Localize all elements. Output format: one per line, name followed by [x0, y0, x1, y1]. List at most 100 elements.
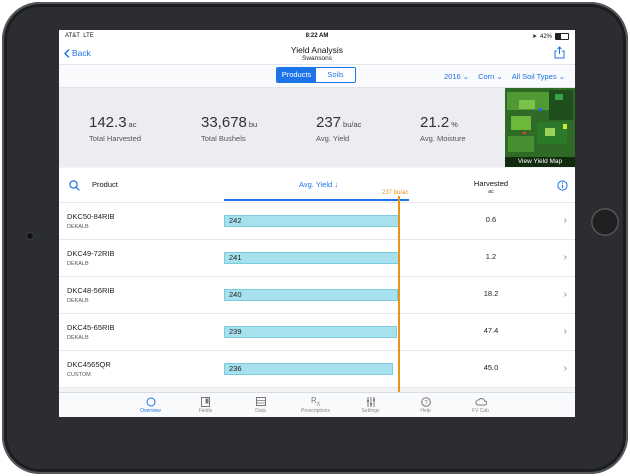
- share-icon: [554, 46, 565, 59]
- column-harvested-unit: ac: [488, 189, 494, 195]
- chevron-left-icon: [64, 48, 70, 58]
- segment-soils[interactable]: Soils: [316, 68, 355, 82]
- stat-unit: %: [451, 120, 458, 129]
- stat-label: Total Bushels: [201, 134, 246, 143]
- tab-help[interactable]: ? Help: [398, 393, 453, 417]
- chevron-right-icon: ›: [563, 252, 567, 263]
- yield-map-image: [505, 88, 575, 167]
- circle-icon: [123, 395, 178, 408]
- search-button[interactable]: [69, 178, 80, 196]
- column-harvested: Harvested: [473, 179, 509, 188]
- stat-label: Total Harvested: [89, 134, 142, 143]
- info-button[interactable]: [557, 178, 568, 196]
- product-name: DKC50-84RIB: [67, 212, 115, 221]
- tab-label: Settings: [361, 408, 380, 414]
- product-name: DKC49-72RIB: [67, 249, 115, 258]
- chevron-right-icon: ›: [563, 289, 567, 300]
- filter-dropdowns: 2016 ⌄ Corn ⌄ All Soil Types ⌄: [444, 72, 565, 81]
- crop-value: Corn: [478, 72, 495, 81]
- column-avg-yield-label: Avg. Yield: [299, 180, 333, 189]
- stat-unit: bu/ac: [343, 120, 362, 129]
- product-list: DKC50-84RIB DEKALB 242 0.6 › DKC49-72RIB DEKAL…: [59, 203, 575, 388]
- stat-label: Avg. Moisture: [420, 134, 466, 143]
- stat-value: 33,678: [201, 114, 247, 131]
- stat-unit: ac: [128, 120, 137, 129]
- carrier-name: AT&T: [65, 33, 80, 39]
- tab-data[interactable]: Data: [233, 393, 288, 417]
- status-bar: AT&T LTE 8:22 AM ➤ 42%: [59, 30, 575, 42]
- page-title: Yield Analysis: [290, 45, 344, 55]
- tab-overview[interactable]: Overview: [123, 393, 178, 417]
- stat-value: 21.2: [420, 114, 450, 131]
- tab-prescriptions[interactable]: RX Prescriptions: [288, 393, 343, 417]
- home-button[interactable]: [591, 208, 619, 236]
- table-row[interactable]: DKC4565QR CUSTOM 236 45.0 ›: [59, 351, 575, 388]
- chevron-right-icon: ›: [563, 326, 567, 337]
- product-brand: DEKALB: [67, 224, 89, 230]
- arrow-down-icon: ↓: [334, 180, 339, 189]
- tab-bar: Overview Fields Data RX Prescriptions Setting…: [59, 392, 575, 417]
- segment-products[interactable]: Products: [277, 68, 316, 82]
- soil-value: All Soil Types: [511, 72, 557, 81]
- chevron-right-icon: ›: [563, 363, 567, 374]
- soil-dropdown[interactable]: All Soil Types ⌄: [512, 72, 565, 81]
- column-avg-yield[interactable]: Avg. Yield ↓: [299, 180, 338, 189]
- table-row[interactable]: DKC50-84RIB DEKALB 242 0.6 ›: [59, 203, 575, 240]
- stat-value: 142.3: [89, 114, 127, 131]
- data-icon: [233, 395, 288, 408]
- column-product: Product: [92, 180, 118, 189]
- battery-icon: [555, 33, 569, 40]
- segmented-control: Products Soils: [276, 67, 356, 83]
- stat-label: Avg. Yield: [316, 134, 350, 143]
- back-button[interactable]: Back: [64, 48, 91, 58]
- back-label: Back: [72, 48, 91, 58]
- chevron-right-icon: ›: [563, 215, 567, 226]
- info-icon: [557, 180, 568, 191]
- product-brand: DEKALB: [67, 335, 89, 341]
- cloud-icon: [453, 395, 508, 408]
- tab-fv-cab[interactable]: FV Cab: [453, 393, 508, 417]
- table-row[interactable]: DKC49-72RIB DEKALB 241 1.2 ›: [59, 240, 575, 277]
- yield-map-thumbnail[interactable]: View Yield Map: [505, 88, 575, 167]
- tab-label: FV Cab: [472, 408, 489, 414]
- yield-bar: 241: [224, 252, 399, 264]
- tab-label: Data: [255, 408, 266, 414]
- clock: 8:22 AM: [305, 33, 329, 39]
- camera: [27, 233, 33, 239]
- yield-bar: 242: [224, 215, 400, 227]
- yield-bar: 240: [224, 289, 398, 301]
- network-type: LTE: [83, 33, 94, 39]
- svg-text:?: ?: [424, 400, 428, 406]
- fields-icon: [178, 395, 233, 408]
- year-dropdown[interactable]: 2016 ⌄: [444, 72, 469, 81]
- sort-indicator-line: [224, 199, 409, 201]
- tab-fields[interactable]: Fields: [178, 393, 233, 417]
- screen: AT&T LTE 8:22 AM ➤ 42% Back Yield Analys…: [59, 30, 575, 417]
- reference-label: 237 bu/ac: [382, 190, 409, 196]
- table-row[interactable]: DKC48-56RIB DEKALB 240 18.2 ›: [59, 277, 575, 314]
- table-row[interactable]: DKC45-65RIB DEKALB 239 47.4 ›: [59, 314, 575, 351]
- harvested-value: 1.2: [485, 252, 497, 261]
- help-icon: ?: [398, 395, 453, 408]
- product-name: DKC45-65RIB: [67, 323, 115, 332]
- carrier: AT&T LTE: [65, 33, 94, 39]
- battery-percent: 42%: [539, 33, 552, 40]
- status-right: ➤ 42%: [532, 33, 569, 40]
- product-brand: DEKALB: [67, 298, 89, 304]
- share-button[interactable]: [554, 46, 565, 64]
- yield-bar: 239: [224, 326, 397, 338]
- crop-dropdown[interactable]: Corn ⌄: [478, 72, 503, 81]
- harvested-value: 18.2: [483, 289, 499, 298]
- product-name: DKC4565QR: [67, 360, 111, 369]
- rx-icon: RX: [310, 395, 321, 408]
- tab-label: Prescriptions: [301, 408, 330, 414]
- tab-settings[interactable]: Settings: [343, 393, 398, 417]
- product-name: DKC48-56RIB: [67, 286, 115, 295]
- stat-yield: 237 bu/ac Avg. Yield: [316, 114, 361, 143]
- table-header: Product Avg. Yield ↓ Harvested ac 237 bu…: [59, 168, 575, 203]
- tab-label: Help: [420, 408, 431, 414]
- harvested-value: 45.0: [483, 363, 499, 372]
- navigation-bar: Back Yield Analysis Swansons: [59, 42, 575, 65]
- location-icon: ➤: [531, 34, 537, 40]
- stat-moisture: 21.2% Avg. Moisture: [420, 114, 466, 143]
